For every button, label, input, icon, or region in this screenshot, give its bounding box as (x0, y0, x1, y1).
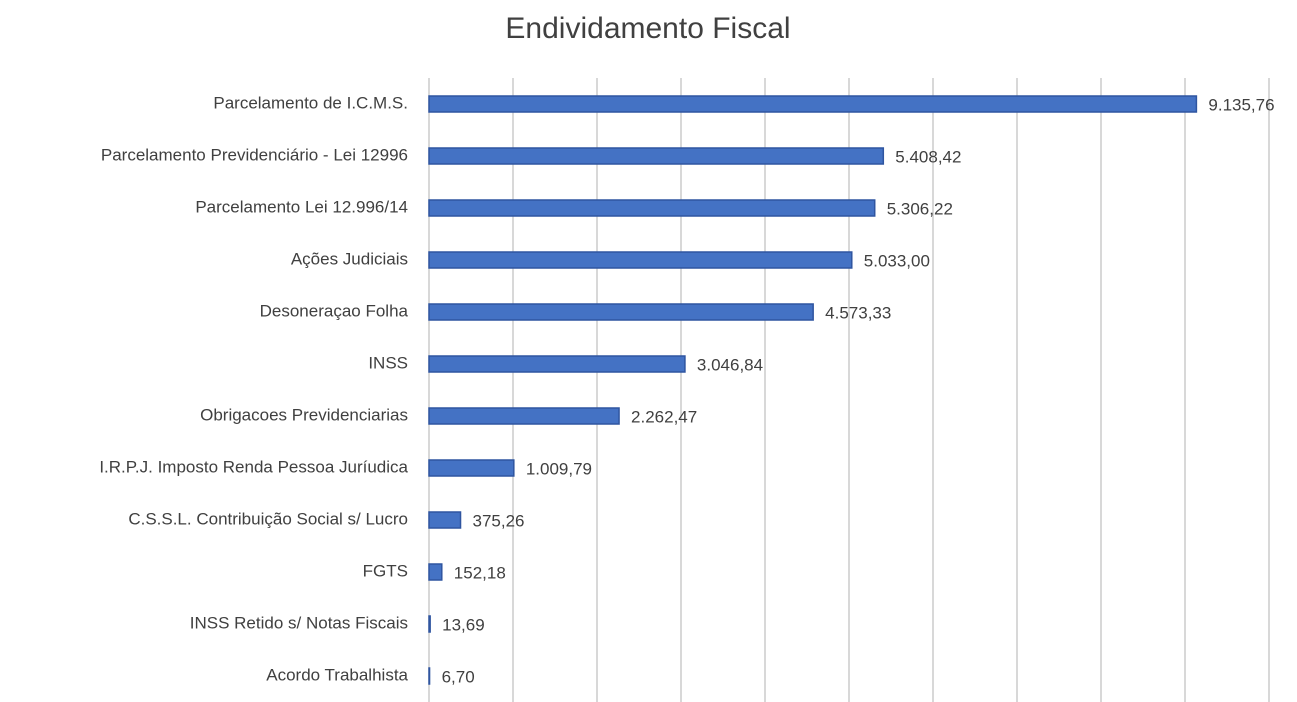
chart-title: Endividamento Fiscal (505, 12, 790, 45)
data-label: 5.033,00 (864, 251, 930, 270)
data-label: 5.408,42 (895, 147, 961, 166)
data-label: 13,69 (442, 615, 485, 634)
data-label: 1.009,79 (526, 459, 592, 478)
bar (428, 147, 885, 165)
category-label: Parcelamento Lei 12.996/14 (195, 197, 408, 216)
data-label: 5.306,22 (887, 199, 953, 218)
data-label: 3.046,84 (697, 355, 763, 374)
data-label: 9.135,76 (1208, 95, 1274, 114)
bar (428, 355, 686, 373)
bar (428, 95, 1198, 113)
bar (428, 511, 462, 529)
category-label: Parcelamento Previdenciário - Lei 12996 (101, 145, 408, 164)
category-label: I.R.P.J. Imposto Renda Pessoa Juríudica (99, 457, 408, 476)
bar (428, 303, 814, 321)
category-label: Acordo Trabalhista (266, 665, 408, 684)
bar (428, 667, 431, 685)
bar (428, 459, 515, 477)
category-label: INSS (368, 353, 408, 372)
bar (428, 251, 853, 269)
data-label: 4.573,33 (825, 303, 891, 322)
category-label: C.S.S.L. Contribuição Social s/ Lucro (128, 509, 408, 528)
bar (428, 407, 620, 425)
category-label: INSS Retido s/ Notas Fiscais (190, 613, 408, 632)
data-label: 2.262,47 (631, 407, 697, 426)
bar (428, 199, 876, 217)
data-label: 6,70 (442, 667, 475, 686)
category-label: Ações Judiciais (291, 249, 408, 268)
category-label: Obrigacoes Previdenciarias (200, 405, 408, 424)
data-label: 152,18 (454, 563, 506, 582)
category-label: FGTS (363, 561, 408, 580)
category-label: Parcelamento de I.C.M.S. (213, 93, 408, 112)
category-label: Desoneraçao Folha (260, 301, 409, 320)
bar (428, 563, 443, 581)
bar (428, 615, 431, 633)
data-label: 375,26 (473, 511, 525, 530)
